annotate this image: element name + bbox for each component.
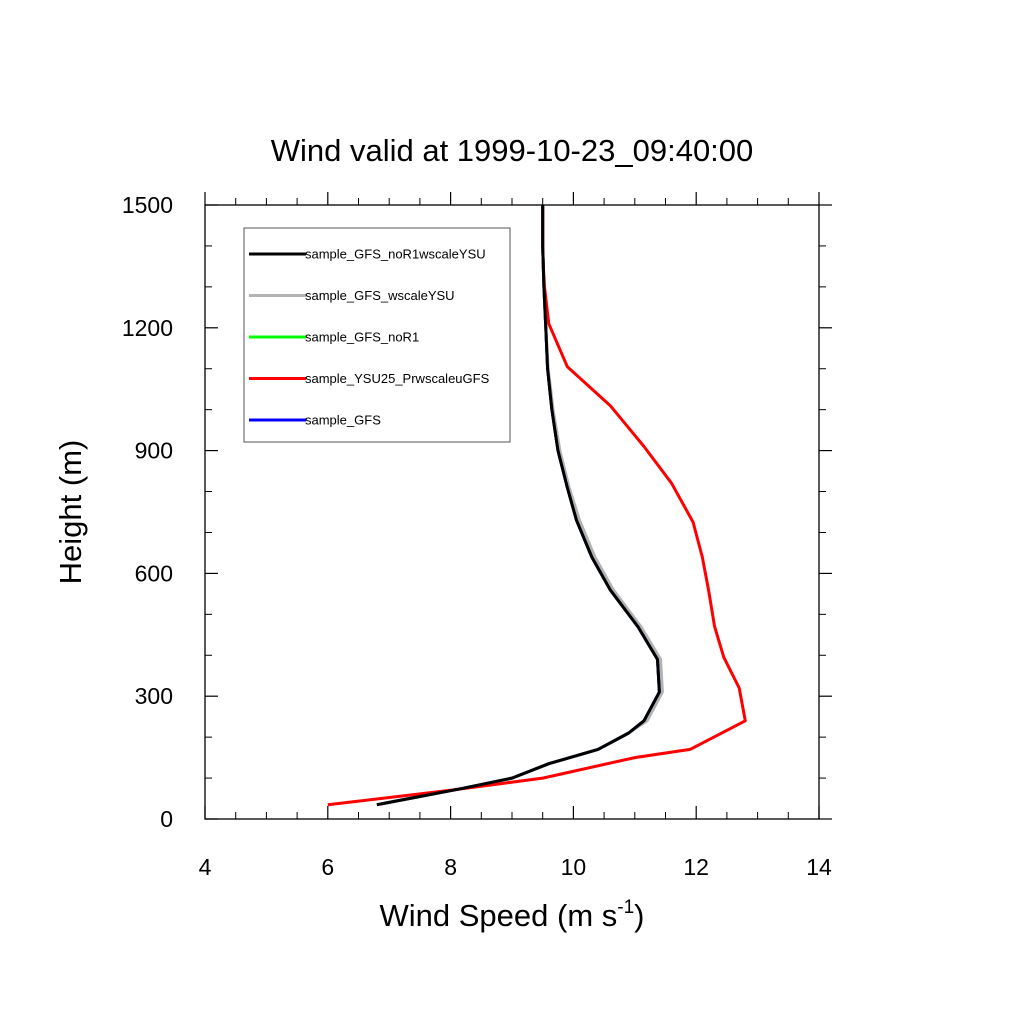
x-axis-title-suffix: ) xyxy=(634,898,644,933)
plot-area: 4 6 8 10 12 14 0 300 600 900 1200 1500 xyxy=(122,192,832,880)
y-tick-label: 0 xyxy=(160,806,173,832)
x-tick-label: 12 xyxy=(683,854,709,880)
tick-layer: 4 6 8 10 12 14 0 300 600 900 1200 1500 xyxy=(122,192,832,880)
y-axis-title: Height (m) xyxy=(53,440,88,585)
legend-items: sample_GFS_noR1wscaleYSU sample_GFS_wscal… xyxy=(249,247,490,428)
y-tick-label: 1200 xyxy=(122,315,173,341)
legend-label: sample_YSU25_PrwscaleuGFS xyxy=(305,371,490,386)
x-axis-title: Wind Speed (m s-1) xyxy=(380,897,645,933)
chart-title: Wind valid at 1999-10-23_09:40:00 xyxy=(271,133,754,168)
y-tick-label: 300 xyxy=(135,683,173,709)
y-tick-label: 600 xyxy=(135,560,173,586)
series-layer xyxy=(327,205,747,807)
x-tick-label: 6 xyxy=(321,854,334,880)
legend-label: sample_GFS_wscaleYSU xyxy=(305,288,455,303)
legend-box xyxy=(243,227,511,443)
legend-label: sample_GFS_noR1wscaleYSU xyxy=(305,247,486,262)
x-tick-label: 8 xyxy=(444,854,457,880)
x-tick-label: 14 xyxy=(806,854,832,880)
y-tick-label: 900 xyxy=(135,438,173,464)
x-tick-label: 4 xyxy=(199,854,212,880)
legend-label: sample_GFS_noR1 xyxy=(305,330,419,345)
y-tick-label: 1500 xyxy=(122,192,173,218)
legend: sample_GFS_noR1wscaleYSU sample_GFS_wscal… xyxy=(243,227,511,443)
series-line-sample_GFS_noR1wscaleYSU xyxy=(376,205,661,807)
x-tick-label: 10 xyxy=(561,854,587,880)
x-axis-title-superscript: -1 xyxy=(617,897,634,918)
x-axis-title-main: Wind Speed (m s xyxy=(380,898,618,933)
legend-label: sample_GFS xyxy=(305,413,381,428)
